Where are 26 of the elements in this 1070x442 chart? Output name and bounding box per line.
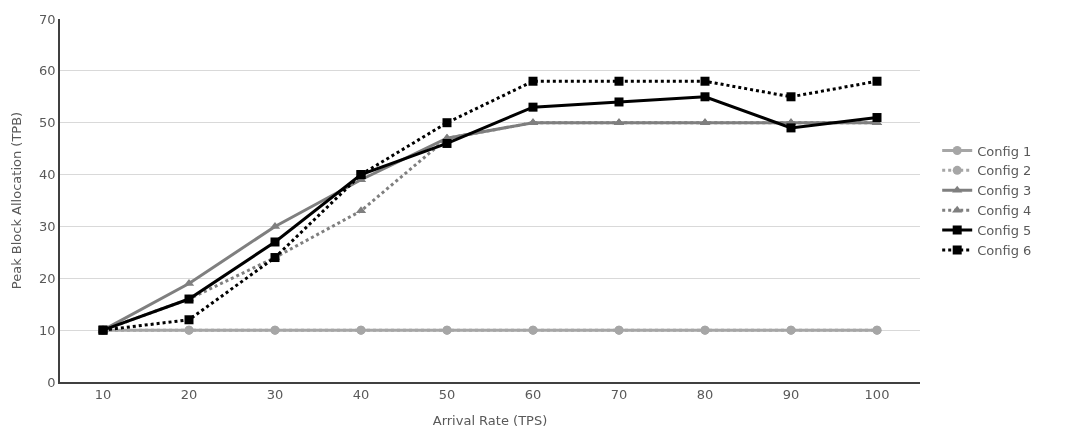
legend-label: Config 6 — [977, 243, 1032, 259]
y-tick-label: 40 — [39, 167, 56, 183]
y-tick-label: 30 — [39, 218, 56, 234]
x-tick-label: 60 — [524, 387, 542, 403]
x-tick-label: 90 — [782, 387, 800, 403]
x-tick-label: 70 — [610, 387, 628, 403]
x-tick-label: 10 — [94, 387, 112, 403]
y-tick-label: 70 — [39, 11, 56, 27]
legend-label: Config 1 — [977, 143, 1032, 159]
y-tick-label: 50 — [39, 115, 56, 131]
x-tick-label: 80 — [696, 387, 714, 403]
x-tick-label: 40 — [352, 387, 370, 403]
y-tick-label: 10 — [39, 322, 56, 338]
y-tick-label: 20 — [39, 270, 56, 286]
y-axis-title: Peak Block Allocation (TPB) — [8, 111, 24, 290]
legend-label: Config 5 — [977, 223, 1032, 239]
x-tick-label: 100 — [864, 387, 890, 403]
legend-label: Config 4 — [977, 203, 1032, 219]
x-tick-label: 20 — [180, 387, 198, 403]
legend-label: Config 2 — [977, 163, 1032, 179]
x-tick-label: 50 — [438, 387, 456, 403]
x-axis-title: Arrival Rate (TPS) — [432, 413, 548, 429]
y-tick-label: 0 — [47, 374, 56, 390]
legend-label: Config 3 — [977, 183, 1032, 199]
y-tick-label: 60 — [39, 63, 56, 79]
x-tick-label: 30 — [266, 387, 284, 403]
